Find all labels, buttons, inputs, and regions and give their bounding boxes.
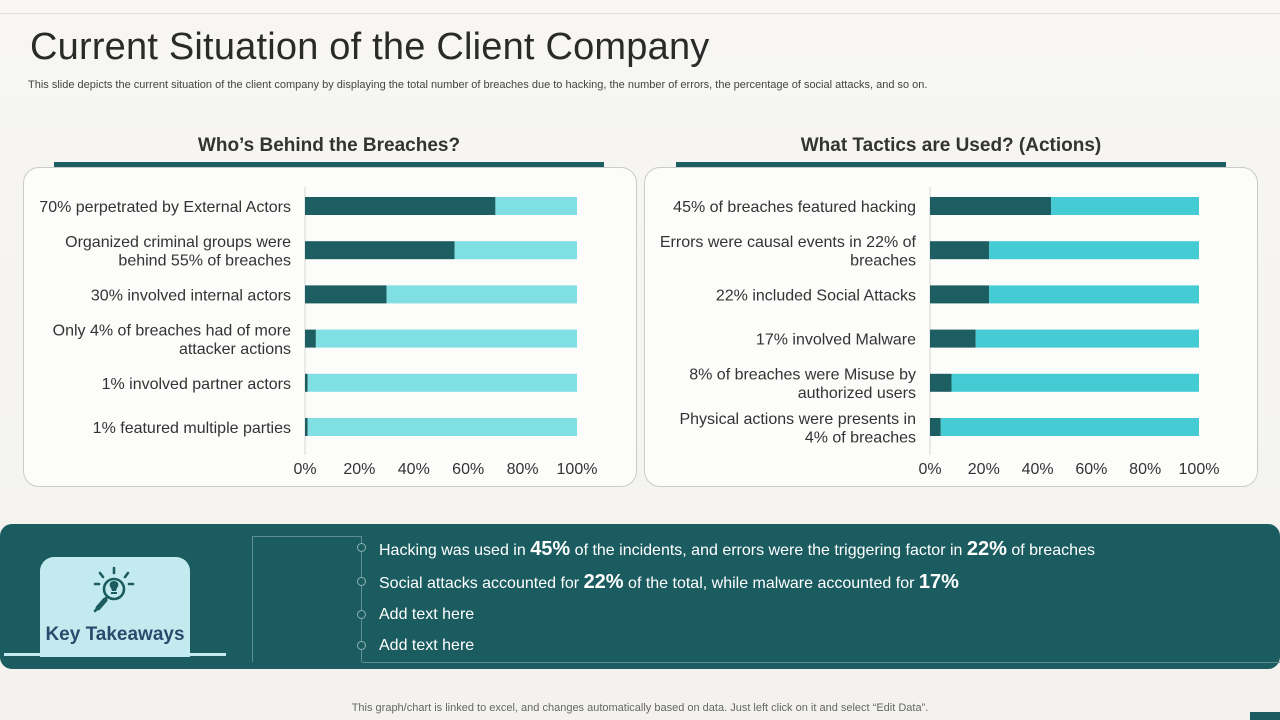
category-label: breaches	[850, 252, 916, 269]
bar-remaining	[1051, 197, 1199, 215]
lightbulb-magnifier-icon	[93, 566, 135, 613]
bar-remaining	[454, 241, 577, 260]
category-label: 1% involved partner actors	[102, 376, 291, 393]
bar-remaining	[989, 285, 1199, 304]
key-takeaways-panel	[0, 524, 1280, 669]
takeaway-bullet-4[interactable]: Add text here	[379, 637, 475, 654]
bullet-dot	[357, 577, 366, 586]
left-chart-heading-bar	[54, 162, 604, 167]
top-divider	[0, 13, 1280, 14]
key-takeaways-label: Key Takeaways	[45, 624, 185, 645]
category-label: behind 55% of breaches	[118, 252, 291, 269]
x-tick-label: 80%	[507, 461, 539, 478]
bar-remaining	[386, 285, 577, 304]
x-tick-label: 0%	[918, 461, 941, 478]
x-tick-label: 100%	[557, 461, 598, 478]
bar-value	[305, 373, 308, 392]
category-label: 30% involved internal actors	[91, 287, 291, 304]
category-label: authorized users	[798, 385, 916, 402]
category-label: Organized criminal groups were	[65, 234, 291, 251]
category-label: 45% of breaches featured hacking	[673, 199, 916, 216]
bar-remaining	[315, 329, 577, 348]
bar-value	[930, 418, 941, 436]
category-label: 70% perpetrated by External Actors	[39, 199, 291, 216]
bar-value	[930, 285, 990, 304]
category-label: 17% involved Malware	[756, 332, 916, 349]
bar-remaining	[975, 329, 1199, 348]
bar-value	[305, 418, 308, 436]
page-title: Current Situation of the Client Company	[30, 26, 710, 68]
x-tick-label: 0%	[293, 461, 316, 478]
page-subtitle: This slide depicts the current situation…	[28, 79, 928, 91]
takeaway-bullet-3[interactable]: Add text here	[379, 606, 475, 623]
category-label: 1% featured multiple parties	[93, 420, 291, 437]
bar-remaining	[940, 418, 1199, 436]
x-tick-label: 20%	[968, 461, 1000, 478]
x-tick-label: 60%	[452, 461, 484, 478]
bar-value	[305, 241, 455, 260]
category-label: 22% included Social Attacks	[716, 287, 916, 304]
footer-note: This graph/chart is linked to excel, and…	[351, 702, 929, 714]
category-label: 4% of breaches	[805, 429, 916, 446]
left-chart-title: Who’s Behind the Breaches?	[197, 135, 461, 156]
bar-value	[305, 329, 316, 348]
bar-remaining	[307, 418, 577, 436]
category-label: 8% of breaches were Misuse by	[689, 367, 916, 384]
bar-value	[305, 285, 387, 304]
bullet-dot	[357, 543, 366, 552]
bar-remaining	[495, 197, 577, 215]
bullet-timeline-line	[361, 536, 362, 662]
takeaway-bullet-2: Social attacks accounted for 22% of the …	[379, 571, 959, 593]
x-tick-label: 60%	[1075, 461, 1107, 478]
x-tick-label: 40%	[398, 461, 430, 478]
x-tick-label: 100%	[1179, 461, 1220, 478]
bar-remaining	[951, 373, 1199, 392]
category-label: Physical actions were presents in	[679, 411, 916, 428]
bracket-connector	[252, 536, 362, 662]
x-tick-label: 40%	[1022, 461, 1054, 478]
right-chart-heading-bar	[676, 162, 1226, 167]
right-chart-title: What Tactics are Used? (Actions)	[800, 135, 1102, 156]
category-label: Only 4% of breaches had of more	[53, 322, 291, 339]
bullet-dot	[357, 610, 366, 619]
bar-value	[930, 329, 976, 348]
x-tick-label: 20%	[343, 461, 375, 478]
category-label: Errors were causal events in 22% of	[660, 234, 917, 251]
left-breaches-chart: 70% perpetrated by External Actors Organi…	[39, 187, 598, 478]
right-tactics-chart: 45% of breaches featured hacking Errors w…	[660, 187, 1220, 478]
bar-remaining	[989, 241, 1199, 260]
bar-remaining	[307, 373, 577, 392]
category-label: attacker actions	[179, 341, 291, 358]
bar-value	[930, 241, 990, 260]
corner-accent	[1250, 712, 1280, 720]
bracket-bottom-line	[362, 662, 1280, 663]
bullet-dot	[357, 641, 366, 650]
bar-value	[305, 197, 496, 215]
bar-value	[930, 373, 952, 392]
key-takeaways-underline	[4, 653, 226, 656]
bar-value	[930, 197, 1052, 215]
takeaway-bullet-1: Hacking was used in 45% of the incidents…	[379, 538, 1095, 560]
x-tick-label: 80%	[1129, 461, 1161, 478]
